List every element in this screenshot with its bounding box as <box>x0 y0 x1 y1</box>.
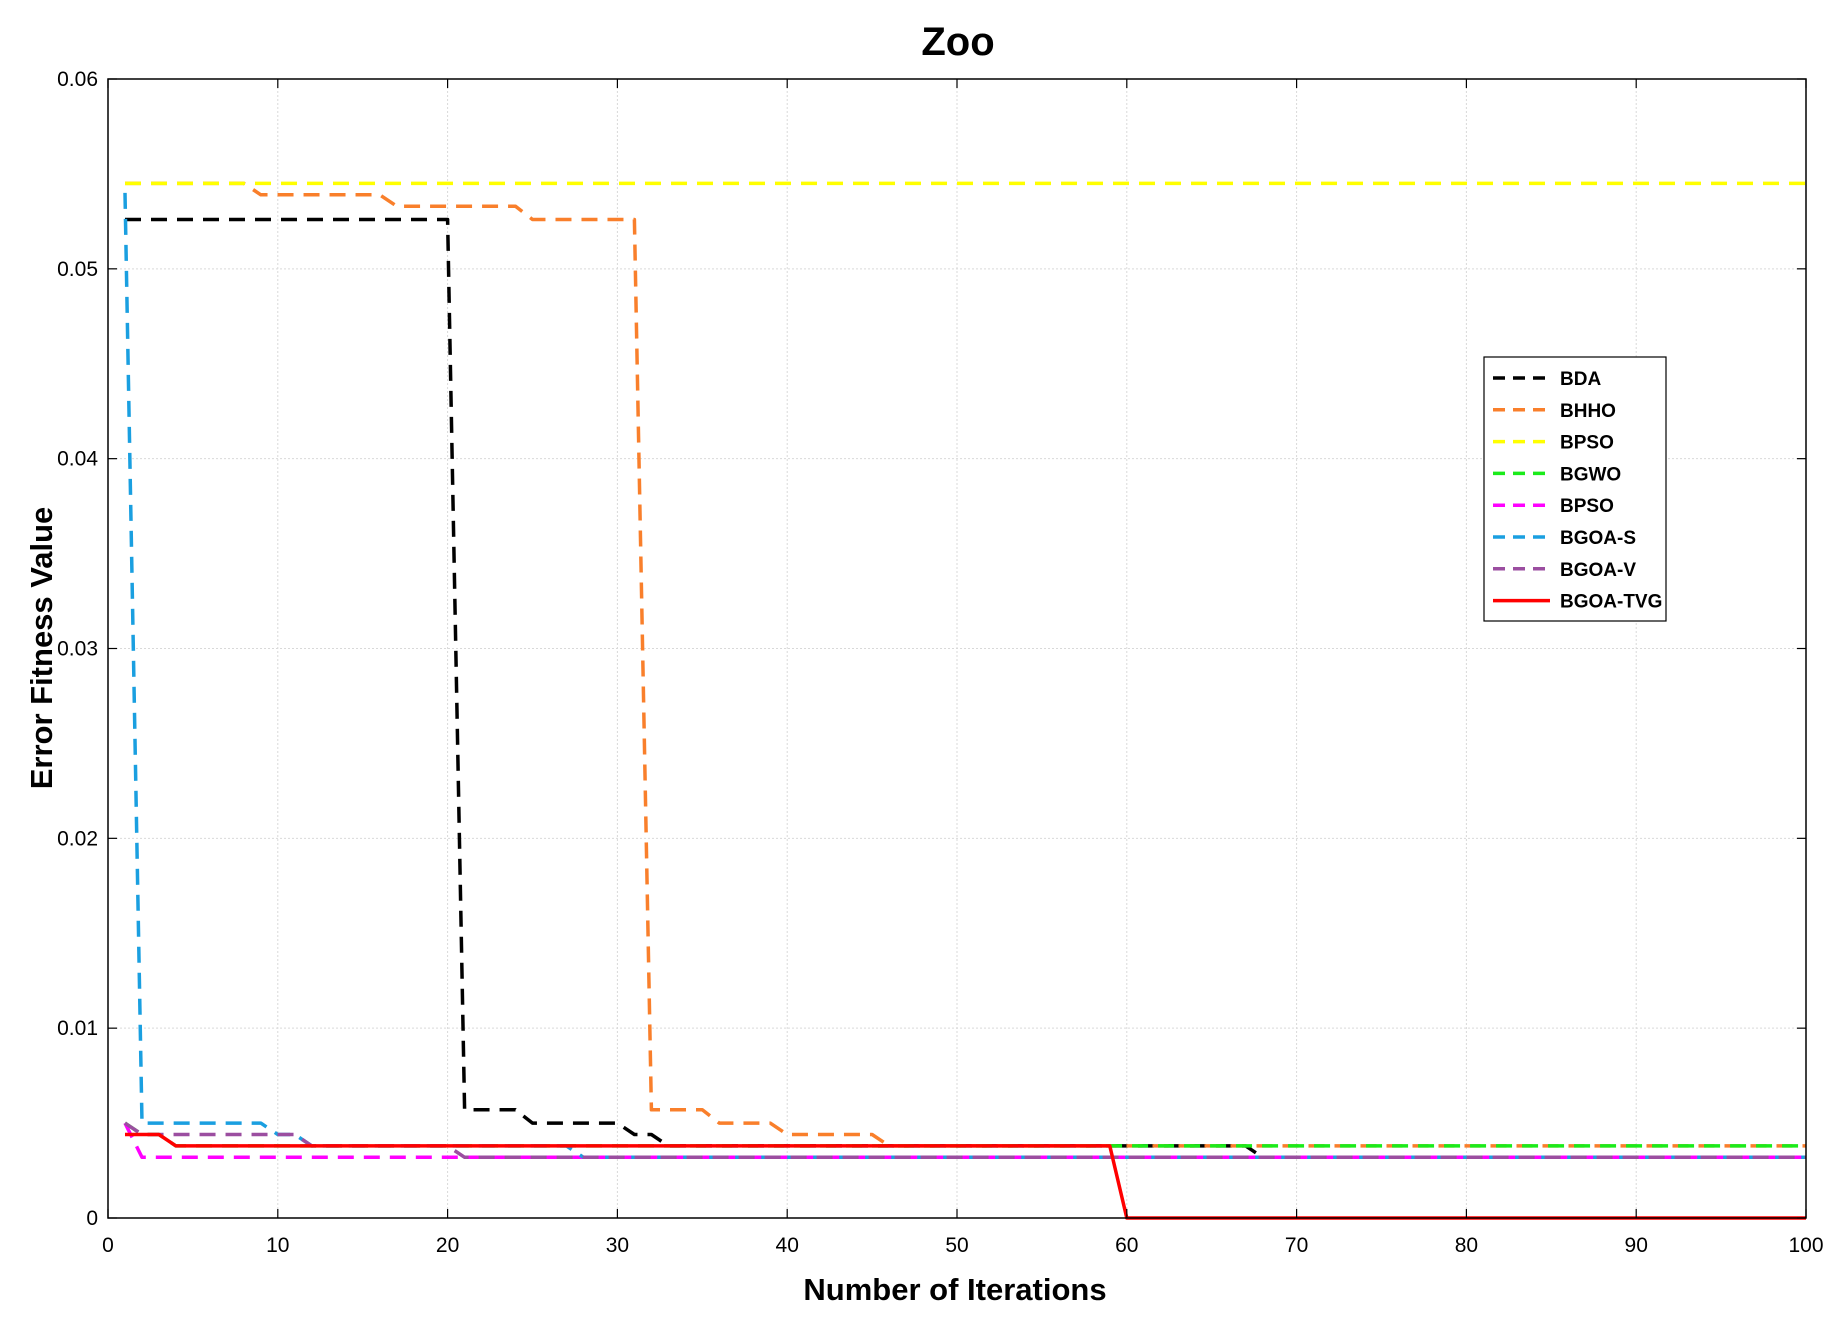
x-tick-label: 80 <box>1455 1234 1478 1257</box>
x-tick-label: 0 <box>102 1234 114 1257</box>
legend-label: BHHO <box>1560 401 1616 422</box>
chart-title: Zoo <box>921 20 994 64</box>
x-tick-label: 10 <box>266 1234 289 1257</box>
legend-label: BGOA-V <box>1560 560 1636 581</box>
y-tick-label: 0.03 <box>57 638 98 661</box>
series-line-bda <box>125 217 1806 1160</box>
legend-items: BDA BHHO BPSO BGWO BPSO BGOA-S BGOA-V BGOA-TVG <box>1493 369 1662 613</box>
legend-label: BDA <box>1560 369 1601 390</box>
x-tick-label: 20 <box>436 1234 459 1257</box>
y-tick-label: 0.05 <box>57 258 98 281</box>
legend-label: BPSO <box>1560 496 1614 517</box>
y-tick-label: 0 <box>86 1207 98 1230</box>
y-tick-label: 0.01 <box>57 1017 98 1040</box>
legend-label: BPSO <box>1560 433 1614 454</box>
x-tick-label: 50 <box>945 1234 968 1257</box>
x-axis-label: Number of Iterations <box>803 1272 1106 1307</box>
x-tick-label: 40 <box>776 1234 799 1257</box>
x-tick-label: 60 <box>1115 1234 1138 1257</box>
legend-box <box>1483 356 1667 622</box>
y-axis-label: Error Fitness Value <box>24 507 59 790</box>
x-tick-label: 100 <box>1788 1234 1823 1257</box>
series-line-bgoa-s <box>123 192 1806 1160</box>
legend-label: BGOA-S <box>1560 528 1636 549</box>
x-tick-label: 70 <box>1285 1234 1308 1257</box>
axis-ticks <box>107 78 1807 1219</box>
y-tick-label: 0.02 <box>57 827 98 850</box>
x-tick-label: 30 <box>606 1234 629 1257</box>
legend-label: BGOA-TVG <box>1560 592 1662 613</box>
grid <box>108 79 1806 1218</box>
y-tick-label: 0.06 <box>57 68 98 91</box>
x-tick-labels: 0 10 20 30 40 50 60 70 80 90 100 <box>102 1234 1823 1257</box>
series-lines <box>123 181 1806 1220</box>
legend: BDA BHHO BPSO BGWO BPSO BGOA-S BGOA-V BGOA-TVG <box>1483 356 1667 622</box>
y-tick-label: 0.04 <box>57 448 98 471</box>
y-tick-labels: 0 0.01 0.02 0.03 0.04 0.05 0.06 <box>57 68 98 1230</box>
series-line-bhho <box>125 181 1806 1148</box>
x-tick-label: 90 <box>1625 1234 1648 1257</box>
legend-label: BGWO <box>1560 464 1621 485</box>
